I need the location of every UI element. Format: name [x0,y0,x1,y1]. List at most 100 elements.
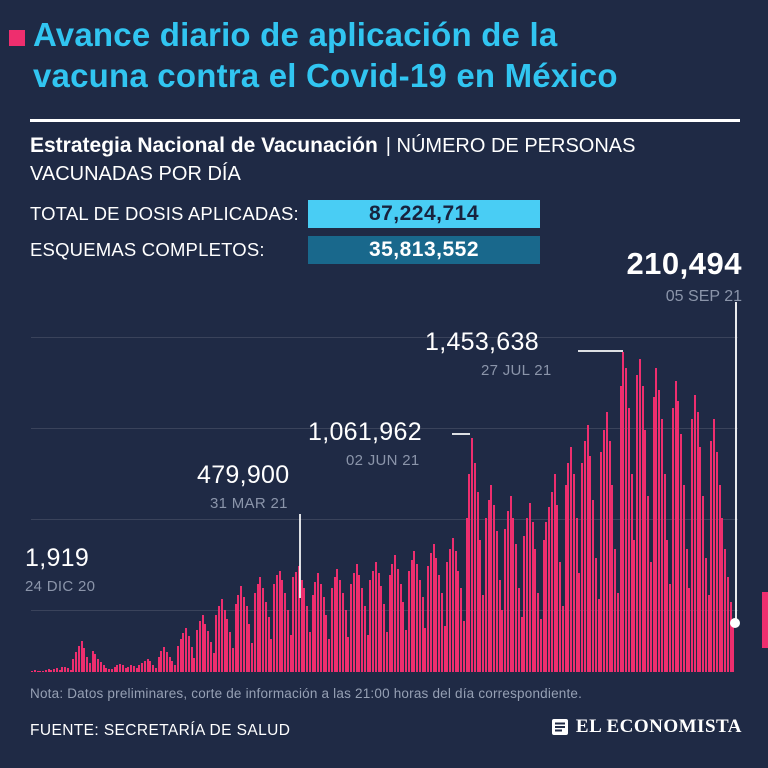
bar [138,665,141,672]
bar [556,504,559,672]
bar [358,575,361,672]
bar [352,572,355,672]
bar [182,633,185,672]
edge-accent-stripe [762,592,768,648]
annotation-date: 02 JUN 21 [346,452,420,469]
bar [498,579,501,672]
bar [64,666,66,672]
bar [451,537,454,672]
bar [58,669,61,672]
bar [88,663,91,672]
annotation-value: 479,900 [197,461,290,489]
bar [429,553,432,672]
bar [605,412,608,672]
bar [718,484,721,672]
bar [658,390,660,672]
bar [724,548,726,672]
bar [374,561,377,672]
bar [198,621,201,672]
bar [644,429,647,672]
stat-total-doses-value-badge: 87,224,714 [308,200,540,228]
bar [732,625,735,672]
stat-total-doses-row: TOTAL DE DOSIS APLICADAS: 87,224,714 [30,200,540,228]
annotation-pointer-line [452,433,470,435]
bar [135,667,138,672]
annotation-value: 1,061,962 [308,418,422,446]
bar [399,583,402,672]
bar [385,632,388,672]
annotation-value: 1,919 [25,544,90,572]
bar [542,539,545,672]
bar [196,630,198,672]
bar [713,418,715,672]
bar [465,517,468,672]
el-economista-logo-icon [551,718,569,736]
bar [234,603,237,672]
bar [165,652,168,672]
bar [369,579,372,672]
bar [482,594,484,672]
bar [355,564,358,672]
bar [333,577,336,672]
bar [405,630,407,672]
bar [330,588,333,672]
bar [110,668,113,672]
bar [548,506,550,672]
bar [218,605,220,672]
bar [468,473,471,672]
bar [75,652,77,672]
bar [160,651,163,672]
bar [33,670,36,672]
bar [383,603,385,672]
bar [660,418,663,672]
bar [231,647,234,672]
bar [149,661,152,672]
title-divider [30,119,740,122]
gridline [31,337,738,338]
bar [361,588,363,672]
bar [31,671,33,672]
bar [424,627,427,672]
bar [116,665,119,672]
bar [306,605,308,672]
bar [641,385,644,672]
bar [710,440,713,672]
bar [113,667,116,672]
bar [50,669,53,672]
bar [539,619,542,672]
bar [578,572,581,672]
bar [325,614,328,672]
bar [80,641,83,672]
vaccination-bar-chart [31,300,738,672]
bar [416,564,418,672]
bar [460,588,462,672]
bar [636,374,638,672]
bar [487,500,490,672]
bar [273,583,275,672]
bar [303,588,306,672]
bar [652,396,655,672]
bar [248,623,251,672]
stat-complete-schemes-label: ESQUEMAS COMPLETOS: [30,239,265,260]
bars-container [31,300,738,672]
bar [427,566,429,672]
bar [603,429,605,672]
bar [36,670,39,672]
annotation-date: 24 DIC 20 [25,578,96,595]
bar [693,394,696,672]
bar [278,570,281,672]
bar [102,665,105,672]
bar [127,666,130,672]
bar [647,495,649,672]
bar [295,571,297,672]
bar [69,670,72,672]
bar [300,579,303,672]
stat-total-doses-label: TOTAL DE DOSIS APLICADAS: [30,203,299,224]
bar [72,658,75,672]
bar [163,646,165,672]
bar [407,570,410,672]
bar [509,495,512,672]
bar [380,586,383,672]
bar [42,671,44,672]
